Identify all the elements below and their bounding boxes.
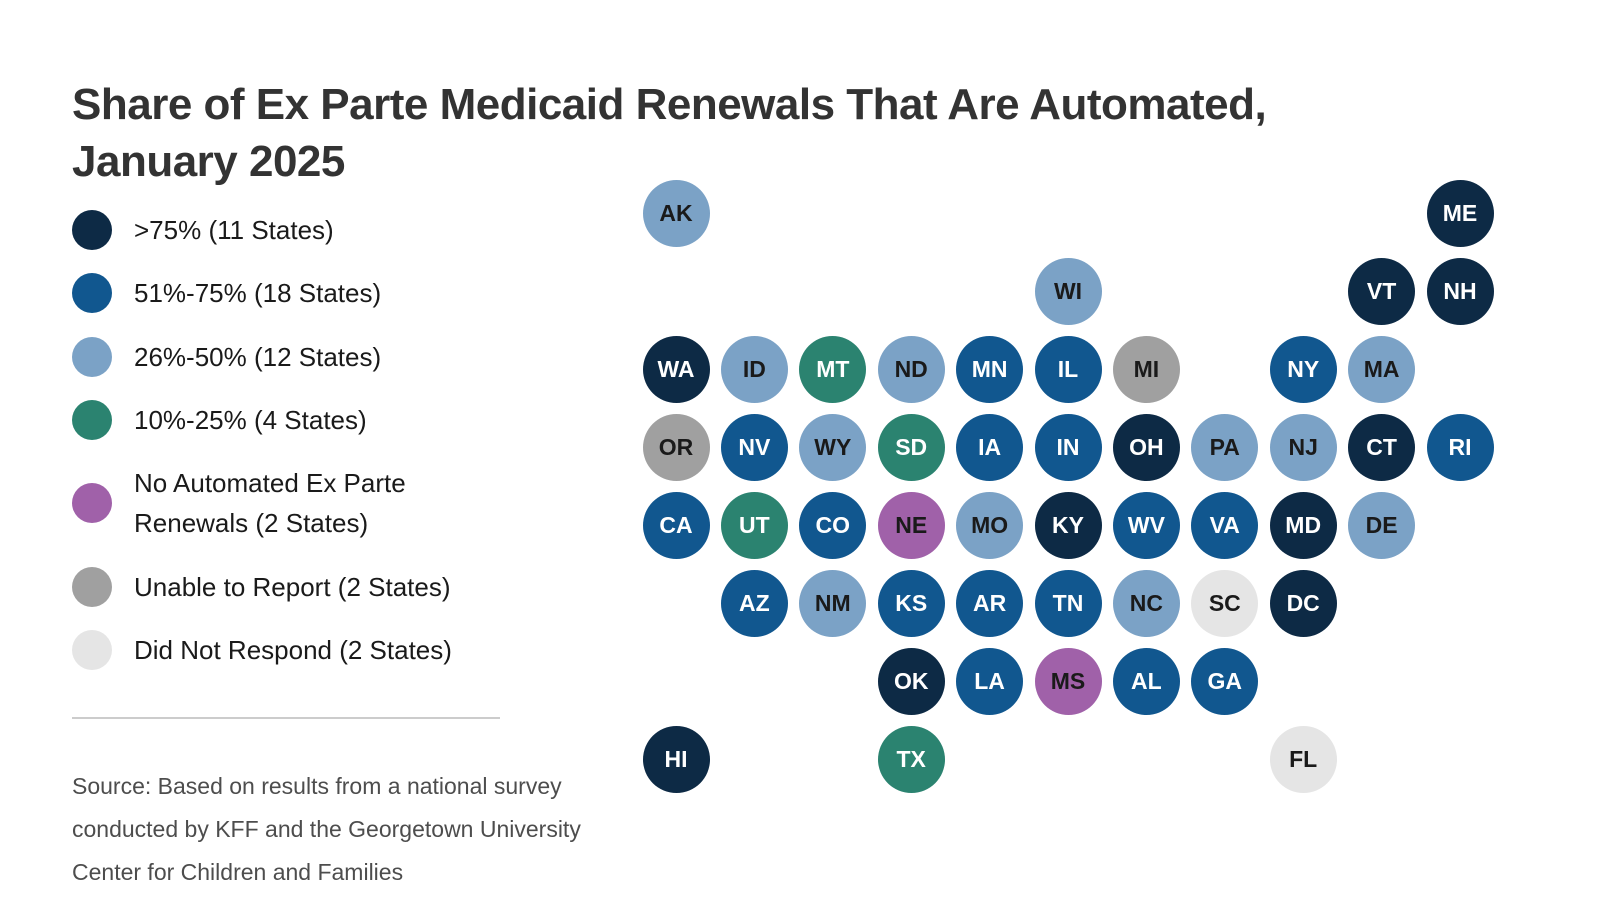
state-tile-ca: CA [642,491,710,559]
legend-label: 26%-50% (12 States) [134,341,382,372]
legend-swatch-icon [72,400,112,441]
state-tile-hi: HI [642,725,710,793]
state-tile-sc: SC [1191,569,1259,637]
legend-label: >75% (11 States) [134,215,334,245]
state-tile-la: LA [956,647,1024,715]
legend: >75% (11 States) 51%-75% (18 States) 26%-5… [72,210,452,671]
state-tile-ri: RI [1426,413,1494,481]
state-tile-il: IL [1034,335,1102,403]
state-tile-co: CO [799,491,867,559]
state-tile-va: VA [1191,491,1259,559]
legend-item-no_response: Did Not Respond (2 States) [72,630,452,671]
legend-label: 10%-25% (4 States) [134,404,367,435]
legend-item-none: No Automated Ex Parte Renewals (2 States… [72,463,452,544]
legend-item-51to75: 51%-75% (18 States) [72,273,452,314]
state-tile-fl: FL [1269,725,1337,793]
state-tile-sd: SD [877,413,945,481]
legend-swatch-icon [72,566,112,607]
state-tile-mn: MN [956,335,1024,403]
state-tile-mi: MI [1112,335,1180,403]
legend-item-gt75: >75% (11 States) [72,210,452,251]
state-tile-dc: DC [1269,569,1337,637]
state-tile-nc: NC [1112,569,1180,637]
state-tile-ny: NY [1269,335,1337,403]
state-tile-ga: GA [1191,647,1259,715]
state-tile-ne: NE [877,491,945,559]
state-tile-me: ME [1426,179,1494,247]
page-title: Share of Ex Parte Medicaid Renewals That… [72,80,1267,186]
legend-label: Unable to Report (2 States) [134,571,451,602]
state-tile-ma: MA [1348,335,1416,403]
source-note: Source: Based on results from a national… [72,773,581,885]
legend-swatch-icon [72,483,112,524]
state-tile-nd: ND [877,335,945,403]
legend-item-10to25: 10%-25% (4 States) [72,400,452,441]
state-tile-az: AZ [720,569,788,637]
state-tile-or: OR [642,413,710,481]
legend-swatch-icon [72,273,112,314]
legend-swatch-icon [72,336,112,377]
state-tile-al: AL [1112,647,1180,715]
legend-swatch-icon [72,630,112,671]
state-tile-oh: OH [1112,413,1180,481]
legend-item-26to50: 26%-50% (12 States) [72,336,452,377]
state-tile-wy: WY [799,413,867,481]
legend-swatch-icon [72,210,112,251]
state-tile-ct: CT [1348,413,1416,481]
state-tile-vt: VT [1348,257,1416,325]
state-tile-ia: IA [956,413,1024,481]
state-tile-tn: TN [1034,569,1102,637]
state-tile-id: ID [720,335,788,403]
state-tile-in: IN [1034,413,1102,481]
state-tile-tx: TX [877,725,945,793]
state-tile-ky: KY [1034,491,1102,559]
state-tile-mt: MT [799,335,867,403]
state-tile-ms: MS [1034,647,1102,715]
state-tile-mo: MO [956,491,1024,559]
state-tile-nv: NV [720,413,788,481]
state-tile-wi: WI [1034,257,1102,325]
state-tile-ok: OK [877,647,945,715]
state-tile-nh: NH [1426,257,1494,325]
legend-label: Did Not Respond (2 States) [134,635,452,666]
legend-label: No Automated Ex Parte Renewals (2 States… [134,468,406,539]
divider [72,717,500,719]
state-tile-wv: WV [1112,491,1180,559]
state-tile-md: MD [1269,491,1337,559]
state-tile-nj: NJ [1269,413,1337,481]
state-tile-wa: WA [642,335,710,403]
state-tile-ar: AR [956,569,1024,637]
state-tile-ks: KS [877,569,945,637]
legend-label: 51%-75% (18 States) [134,278,382,309]
state-tile-de: DE [1348,491,1416,559]
legend-item-unable: Unable to Report (2 States) [72,566,452,607]
state-tile-ak: AK [642,179,710,247]
state-tile-pa: PA [1191,413,1259,481]
state-tile-ut: UT [720,491,788,559]
state-tile-nm: NM [799,569,867,637]
